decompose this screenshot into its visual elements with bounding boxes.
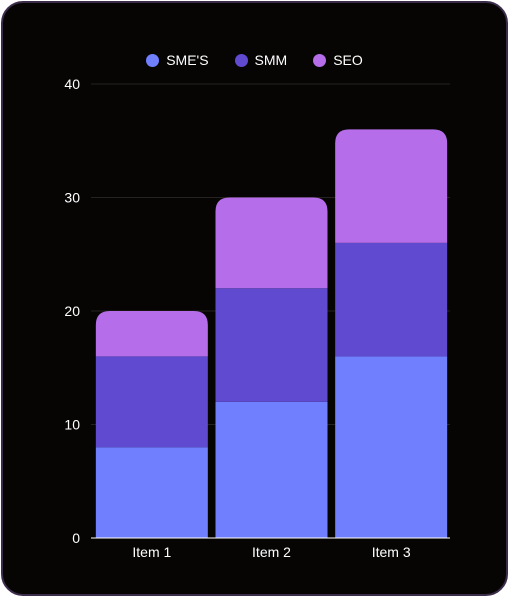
legend-item-smm[interactable]: SMM — [234, 52, 288, 68]
bar-segment-smes-item-2[interactable] — [215, 401, 328, 538]
y-tick-label-3: 30 — [64, 190, 80, 206]
y-tick-label-2: 20 — [64, 303, 80, 319]
legend-dot-smm — [234, 53, 248, 67]
legend-item-smes[interactable]: SME'S — [146, 52, 209, 68]
legend-label-seo: SEO — [333, 52, 363, 68]
bar-segment-smes-item-3[interactable] — [335, 356, 448, 538]
legend-item-seo[interactable]: SEO — [313, 52, 363, 68]
bar-segment-seo-item-1[interactable] — [95, 311, 208, 357]
legend-label-smes: SME'S — [166, 52, 209, 68]
y-tick-label-0: 0 — [72, 530, 80, 546]
x-tick-label-2: Item 3 — [372, 544, 411, 560]
legend-label-smm: SMM — [254, 52, 288, 68]
y-tick-label-4: 40 — [64, 76, 80, 92]
bar-segment-seo-item-3[interactable] — [335, 129, 448, 243]
bar-segment-smes-item-1[interactable] — [95, 447, 208, 538]
bar-segment-seo-item-2[interactable] — [215, 197, 328, 289]
bar-segment-smm-item-3[interactable] — [335, 242, 448, 357]
stacked-bar-chart: 0 10 20 30 40 Item 1 Item 2 Item 3 — [64, 76, 450, 560]
legend: SME'S SMM SEO — [3, 52, 506, 68]
y-tick-label-1: 10 — [64, 417, 80, 433]
chart-card: SME'S SMM SEO 0 10 20 30 40 Item 1 Item 2 Item … — [1, 1, 508, 596]
bar-segment-smm-item-1[interactable] — [95, 356, 208, 448]
bar-segment-smm-item-2[interactable] — [215, 288, 328, 402]
legend-dot-smes — [146, 53, 160, 67]
x-tick-label-1: Item 2 — [252, 544, 291, 560]
legend-dot-seo — [313, 53, 327, 67]
x-tick-label-0: Item 1 — [132, 544, 171, 560]
